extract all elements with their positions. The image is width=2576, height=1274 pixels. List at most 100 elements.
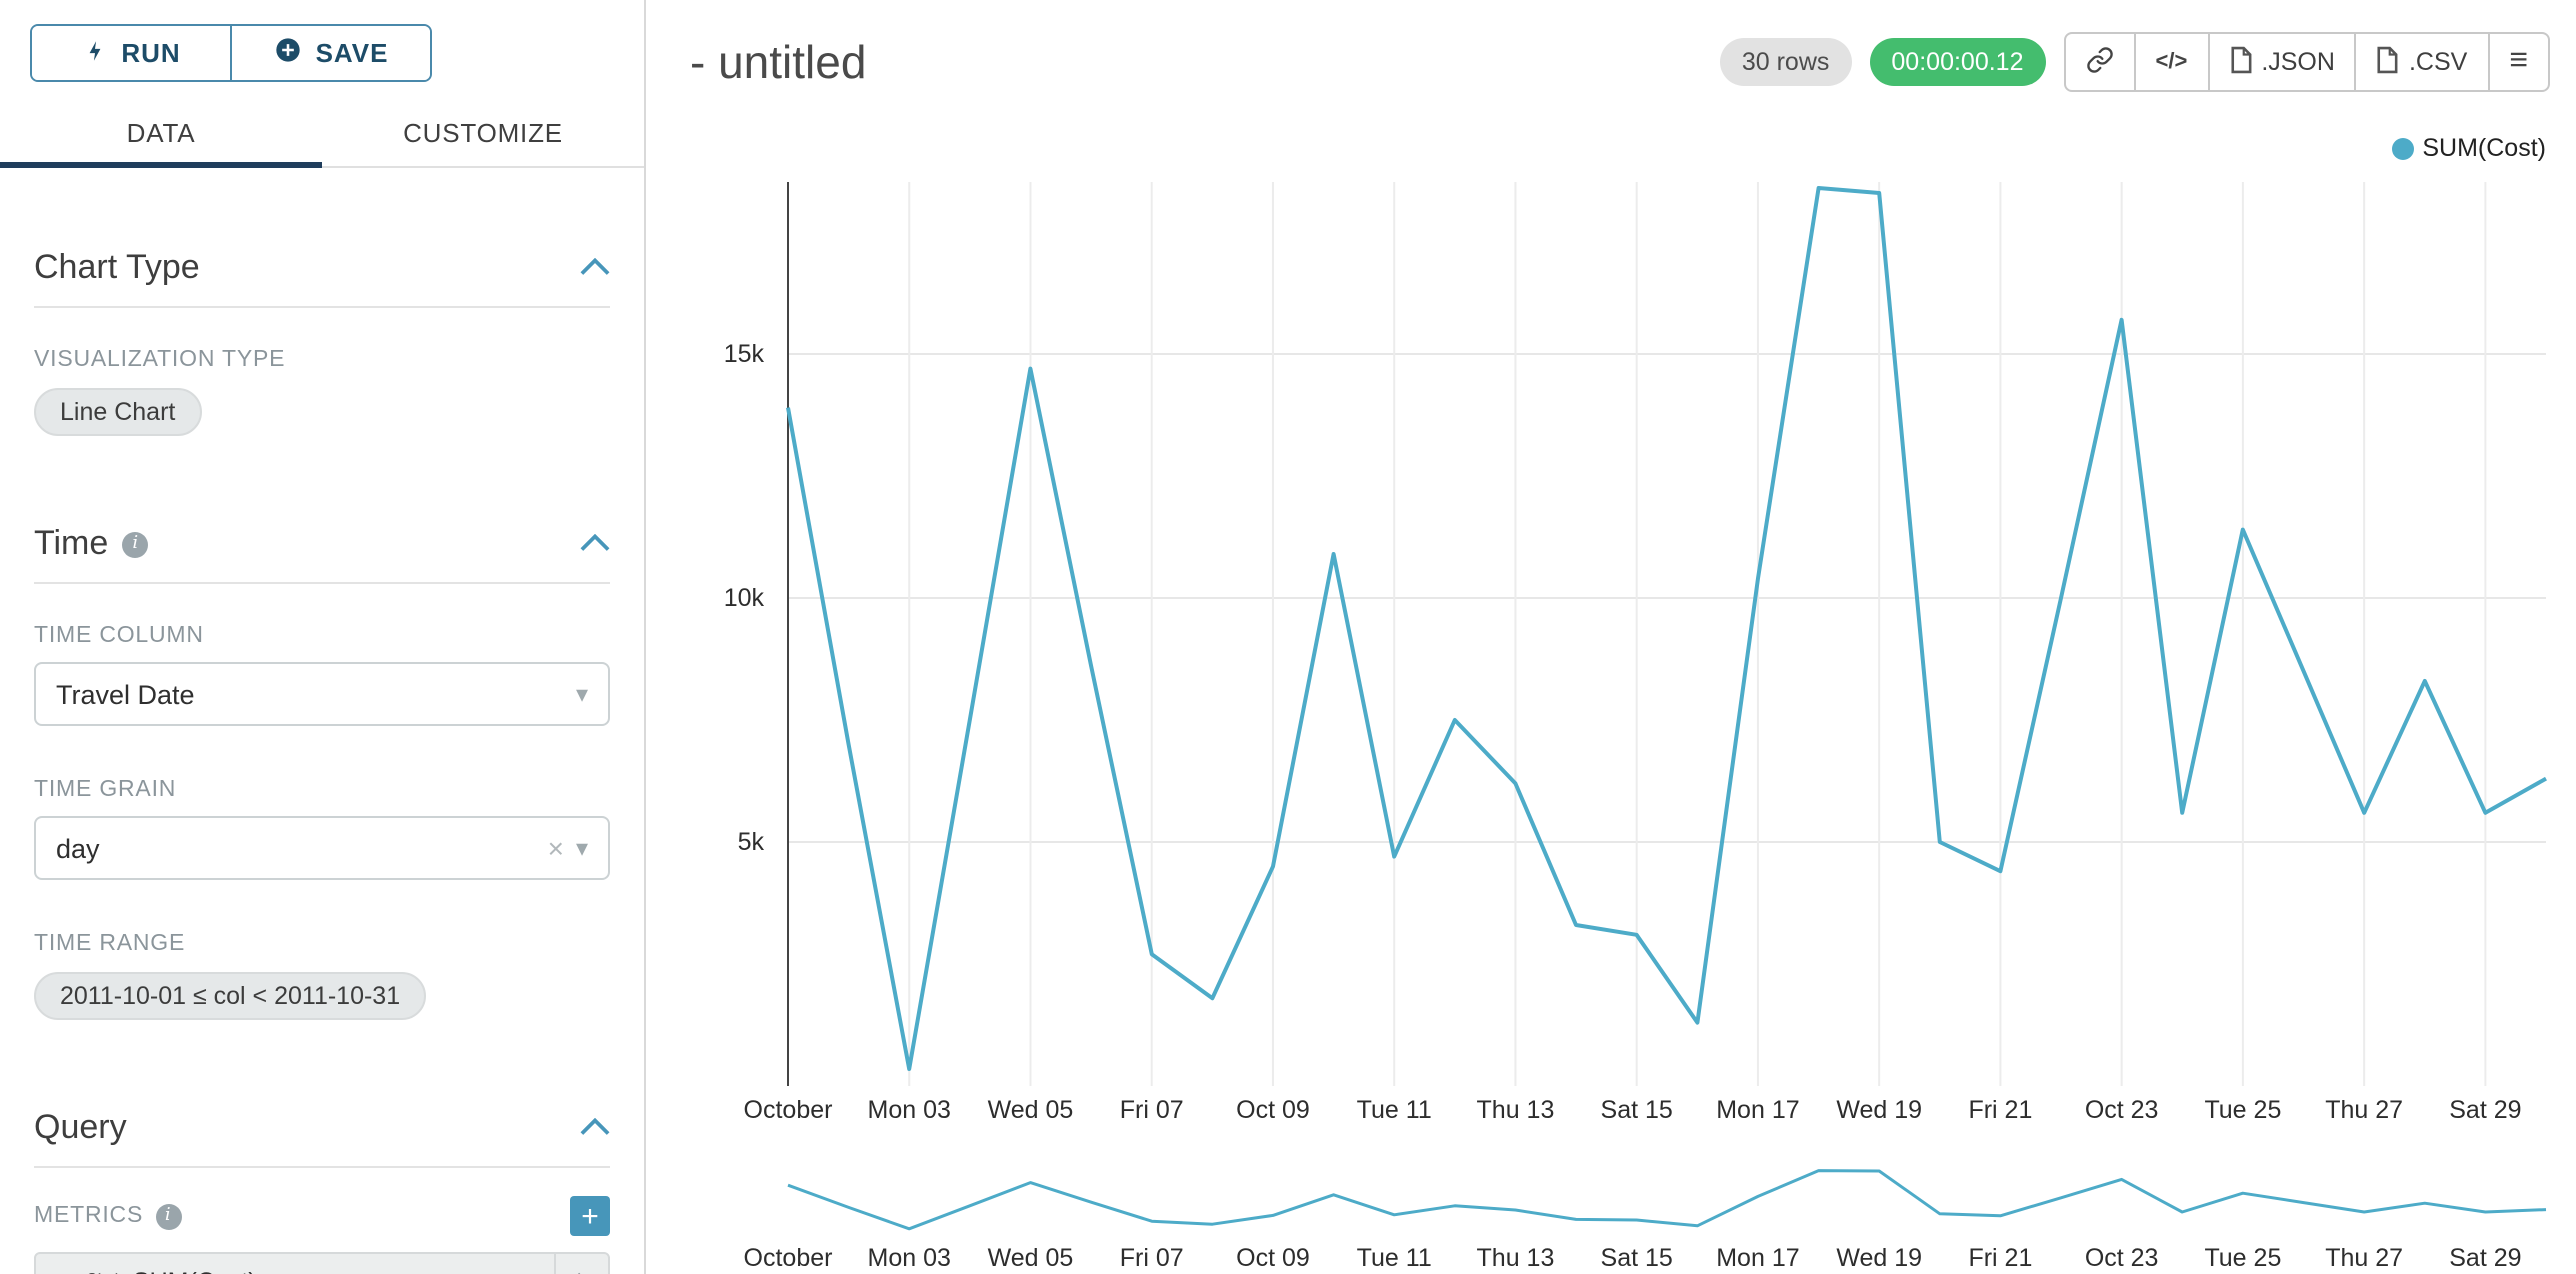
x-tick-label: Oct 09 bbox=[1236, 1096, 1310, 1124]
time-column-select[interactable]: Travel Date ▾ bbox=[34, 662, 610, 726]
panel-tabs: DATA CUSTOMIZE bbox=[0, 104, 644, 168]
section-divider bbox=[34, 306, 610, 308]
chart-header-toolbar: 30 rows 00:00:00.12 </> .JSON bbox=[1719, 32, 2550, 92]
chart-legend[interactable]: SUM(Cost) bbox=[2392, 134, 2546, 162]
x-tick-label: October bbox=[744, 1096, 833, 1124]
export-json-button[interactable]: .JSON bbox=[2207, 32, 2357, 92]
main-chart[interactable]: 5k 10k 15k October Mon 03 Wed 05 Fri 07 Oct 09 T… bbox=[646, 110, 2576, 1274]
file-icon bbox=[2377, 45, 2399, 79]
x-tick-label: Fri 21 bbox=[1968, 1096, 2032, 1124]
overview-x-tick-label: October bbox=[744, 1244, 833, 1272]
metrics-label: METRICS i bbox=[34, 1203, 182, 1229]
section-title: Time bbox=[34, 524, 109, 562]
legend-dot-icon bbox=[2392, 137, 2415, 159]
overview-x-tick-label: Thu 27 bbox=[2325, 1244, 2403, 1272]
time-column-label: TIME COLUMN bbox=[34, 624, 204, 648]
y-tick-label: 10k bbox=[724, 584, 765, 612]
tab-data[interactable]: DATA bbox=[0, 104, 322, 168]
export-button-group: </> .JSON .CSV ≡ bbox=[2063, 32, 2550, 92]
metric-label: SUM(Cost) bbox=[133, 1268, 554, 1274]
section-time: Time i TIME COLUMN Travel Date ▾ TIME GR… bbox=[34, 524, 610, 1020]
info-icon: i bbox=[122, 531, 149, 557]
time-range-label: TIME RANGE bbox=[34, 932, 186, 956]
legend-label: SUM(Cost) bbox=[2422, 134, 2546, 162]
metric-token[interactable]: × ƒ(x) SUM(Cost) bbox=[34, 1252, 610, 1274]
x-tick-label: Mon 17 bbox=[1716, 1096, 1799, 1124]
chart-title: - untitled bbox=[690, 36, 867, 88]
control-panel-sidebar: RUN SAVE DATA CUSTOMIZE Chart Type bbox=[0, 0, 646, 1274]
control-panel: Chart Type VISUALIZATION TYPE Line Chart… bbox=[0, 168, 644, 1274]
overview-x-tick-label: Fri 07 bbox=[1120, 1244, 1184, 1272]
query-timer-badge: 00:00:00.12 bbox=[1869, 38, 2046, 86]
run-button[interactable]: RUN bbox=[32, 26, 230, 80]
x-tick-label: Tue 25 bbox=[2204, 1096, 2281, 1124]
x-tick-label: Mon 03 bbox=[868, 1096, 951, 1124]
x-tick-label: Wed 19 bbox=[1836, 1096, 1922, 1124]
overview-x-tick-label: Fri 21 bbox=[1968, 1244, 2032, 1272]
tab-customize[interactable]: CUSTOMIZE bbox=[403, 118, 563, 148]
viz-type-pill[interactable]: Line Chart bbox=[34, 388, 202, 436]
x-tick-label: Thu 27 bbox=[2325, 1096, 2403, 1124]
overview-x-tick-label: Wed 19 bbox=[1836, 1244, 1922, 1272]
overview-x-tick-label: Tue 11 bbox=[1357, 1244, 1432, 1272]
embed-code-button[interactable]: </> bbox=[2133, 32, 2210, 92]
overview-x-tick-label: Mon 17 bbox=[1716, 1244, 1799, 1272]
code-icon: </> bbox=[2155, 50, 2188, 74]
section-title: Chart Type bbox=[34, 248, 200, 286]
save-button-label: SAVE bbox=[315, 38, 389, 68]
y-tick-label: 5k bbox=[738, 828, 765, 856]
time-grain-label: TIME GRAIN bbox=[34, 778, 177, 802]
time-range-pill[interactable]: 2011-10-01 ≤ col < 2011-10-31 bbox=[34, 972, 427, 1020]
chevron-up-icon[interactable] bbox=[580, 526, 610, 562]
x-tick-label: Thu 13 bbox=[1477, 1096, 1555, 1124]
chevron-right-icon[interactable] bbox=[554, 1254, 608, 1274]
chart-area: - untitled 30 rows 00:00:00.12 </> .JSON bbox=[646, 0, 2576, 1274]
file-icon bbox=[2229, 45, 2251, 79]
x-tick-label: Fri 07 bbox=[1120, 1096, 1184, 1124]
x-tick-label: Sat 15 bbox=[1601, 1096, 1673, 1124]
remove-metric-icon[interactable]: × bbox=[36, 1267, 83, 1274]
export-csv-label: .CSV bbox=[2408, 48, 2468, 76]
link-icon bbox=[2086, 45, 2114, 79]
x-tick-label: Sat 29 bbox=[2449, 1096, 2521, 1124]
lightning-bolt-icon bbox=[81, 37, 107, 69]
function-icon: ƒ(x) bbox=[83, 1269, 121, 1274]
section-query: Query METRICS i + × ƒ(x) SUM(Cos bbox=[34, 1108, 610, 1274]
overview-x-tick-label: Wed 05 bbox=[988, 1244, 1074, 1272]
overview-x-tick-label: Sat 29 bbox=[2449, 1244, 2521, 1272]
x-tick-label: Tue 11 bbox=[1357, 1096, 1432, 1124]
overview-x-tick-label: Mon 03 bbox=[868, 1244, 951, 1272]
time-column-value: Travel Date bbox=[56, 679, 195, 709]
section-title: Query bbox=[34, 1108, 127, 1146]
y-tick-label: 15k bbox=[724, 340, 765, 368]
series-line bbox=[786, 186, 2547, 1071]
hamburger-menu-icon: ≡ bbox=[2509, 44, 2528, 78]
overview-x-tick-label: Oct 23 bbox=[2085, 1244, 2159, 1272]
chart-menu-button[interactable]: ≡ bbox=[2487, 32, 2550, 92]
overview-x-tick-label: Tue 25 bbox=[2204, 1244, 2281, 1272]
row-count-badge: 30 rows bbox=[1719, 38, 1852, 86]
save-button[interactable]: SAVE bbox=[230, 26, 430, 80]
export-csv-button[interactable]: .CSV bbox=[2354, 32, 2490, 92]
chevron-down-icon: ▾ bbox=[575, 834, 588, 862]
section-chart-type: Chart Type VISUALIZATION TYPE Line Chart bbox=[34, 248, 610, 436]
time-grain-select[interactable]: day × ▾ bbox=[34, 816, 610, 880]
overview-line[interactable] bbox=[787, 1169, 2547, 1231]
time-grain-value: day bbox=[56, 833, 100, 863]
short-link-button[interactable] bbox=[2063, 32, 2136, 92]
clear-x-icon[interactable]: × bbox=[547, 832, 564, 864]
section-divider bbox=[34, 582, 610, 584]
overview-x-tick-label: Thu 13 bbox=[1477, 1244, 1555, 1272]
run-save-button-group: RUN SAVE bbox=[30, 24, 432, 82]
overview-x-tick-label: Sat 15 bbox=[1601, 1244, 1673, 1272]
chevron-down-icon: ▾ bbox=[575, 680, 588, 708]
section-divider bbox=[34, 1166, 610, 1168]
plus-circle-icon bbox=[274, 36, 302, 70]
chevron-up-icon[interactable] bbox=[580, 250, 610, 286]
add-metric-button[interactable]: + bbox=[570, 1196, 610, 1236]
overview-x-tick-label: Oct 09 bbox=[1236, 1244, 1310, 1272]
export-json-label: .JSON bbox=[2261, 48, 2335, 76]
chevron-up-icon[interactable] bbox=[580, 1110, 610, 1146]
run-button-label: RUN bbox=[121, 38, 181, 68]
